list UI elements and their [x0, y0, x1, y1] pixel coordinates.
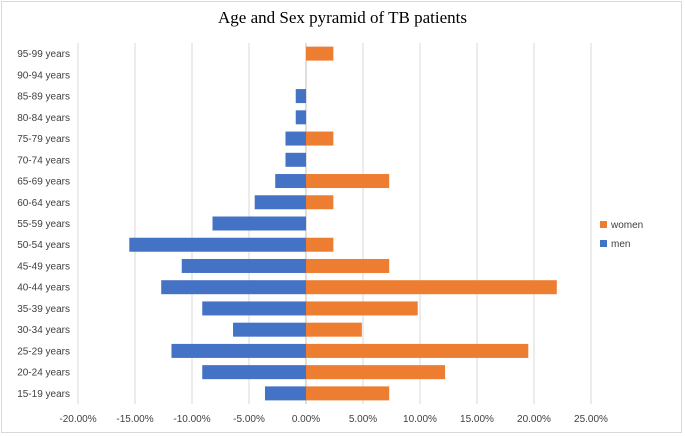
bar-women-65-69-years: [306, 174, 390, 189]
y-tick-label: 40-44 years: [17, 283, 70, 294]
y-tick-label: 70-74 years: [17, 155, 70, 166]
bar-men-45-49-years: [181, 258, 306, 273]
x-tick-label: -20.00%: [59, 414, 96, 425]
bar-men-80-84-years: [295, 110, 306, 125]
y-tick-label: 55-59 years: [17, 219, 70, 230]
y-tick-label: 90-94 years: [17, 70, 70, 81]
x-tick-label: 20.00%: [517, 414, 551, 425]
y-tick-label: 75-79 years: [17, 134, 70, 145]
x-tick-label: -15.00%: [116, 414, 153, 425]
bar-men-55-59-years: [212, 216, 306, 231]
x-tick-label: -5.00%: [233, 414, 265, 425]
bar-women-50-54-years: [306, 237, 334, 252]
x-tick-label: 10.00%: [403, 414, 437, 425]
x-tick-label: -10.00%: [173, 414, 210, 425]
bar-women-40-44-years: [306, 280, 557, 295]
legend-label-men: men: [611, 239, 630, 250]
bar-women-45-49-years: [306, 258, 390, 273]
bar-men-30-34-years: [233, 322, 306, 337]
bar-women-20-24-years: [306, 365, 446, 380]
bar-men-25-29-years: [171, 343, 306, 358]
bar-men-15-19-years: [264, 386, 306, 401]
bar-women-95-99-years: [306, 46, 334, 61]
y-tick-label: 60-64 years: [17, 198, 70, 209]
bar-men-70-74-years: [285, 152, 306, 167]
y-tick-label: 35-39 years: [17, 304, 70, 315]
bar-men-75-79-years: [285, 131, 306, 146]
x-axis-labels: -20.00% -15.00% -10.00% -5.00% 0.00% 5.00% 10.…: [59, 414, 608, 425]
y-tick-label: 80-84 years: [17, 113, 70, 124]
legend-swatch-women: [600, 221, 607, 228]
bar-men-20-24-years: [202, 365, 306, 380]
chart-title: Age and Sex pyramid of TB patients: [218, 8, 467, 27]
y-tick-label: 25-29 years: [17, 346, 70, 357]
y-tick-label: 85-89 years: [17, 92, 70, 103]
bar-women-35-39-years: [306, 301, 418, 316]
legend: women men: [600, 220, 643, 250]
y-tick-label: 15-19 years: [17, 389, 70, 400]
x-tick-label: 25.00%: [574, 414, 608, 425]
x-tick-label: 15.00%: [460, 414, 494, 425]
bar-women-60-64-years: [306, 195, 334, 210]
x-tick-label: 5.00%: [349, 414, 377, 425]
y-tick-label: 30-34 years: [17, 325, 70, 336]
y-tick-label: 50-54 years: [17, 240, 70, 251]
y-tick-label: 20-24 years: [17, 368, 70, 379]
legend-label-women: women: [610, 220, 643, 231]
bar-men-50-54-years: [129, 237, 306, 252]
bar-women-30-34-years: [306, 322, 362, 337]
bar-men-65-69-years: [275, 174, 306, 189]
bar-women-25-29-years: [306, 343, 529, 358]
x-tick-label: 0.00%: [292, 414, 320, 425]
y-tick-label: 95-99 years: [17, 49, 70, 60]
bar-men-35-39-years: [202, 301, 306, 316]
y-tick-label: 45-49 years: [17, 261, 70, 272]
bars: [129, 46, 557, 401]
y-tick-label: 65-69 years: [17, 177, 70, 188]
bar-men-85-89-years: [295, 89, 306, 104]
bar-women-15-19-years: [306, 386, 390, 401]
bar-men-60-64-years: [254, 195, 306, 210]
bar-women-75-79-years: [306, 131, 334, 146]
legend-swatch-men: [600, 240, 607, 247]
bar-men-40-44-years: [161, 280, 306, 295]
y-axis-labels: 15-19 years 20-24 years 25-29 years 30-34 y…: [17, 49, 70, 400]
